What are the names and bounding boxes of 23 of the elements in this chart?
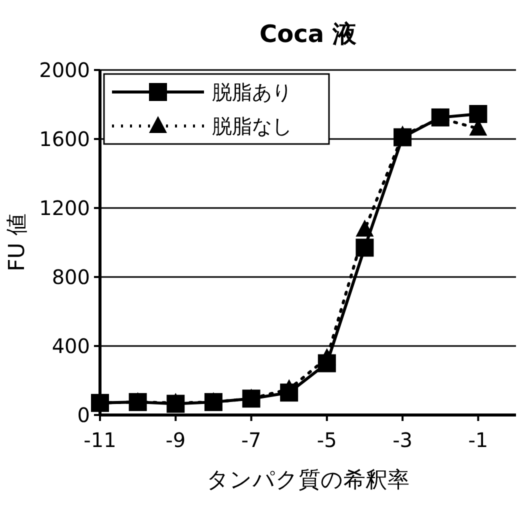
y-axis-title: FU 値 xyxy=(5,214,30,272)
chart-title: Coca 液 xyxy=(260,20,358,48)
x-tick-label: -5 xyxy=(316,428,337,452)
y-tick-label: 2000 xyxy=(39,58,90,82)
x-tick-label: -1 xyxy=(468,428,488,452)
x-tick-label: -11 xyxy=(84,428,116,452)
y-tick-label: 400 xyxy=(52,334,90,358)
legend-label: 脱脂なし xyxy=(212,114,292,138)
x-axis-title: タンパク質の希釈率 xyxy=(206,468,410,493)
x-tick-label: -3 xyxy=(392,428,413,452)
y-tick-label: 0 xyxy=(77,403,90,427)
y-tick-label: 800 xyxy=(52,265,90,289)
point xyxy=(356,238,374,257)
point xyxy=(394,128,412,146)
point xyxy=(166,394,185,413)
legend-label: 脱脂あり xyxy=(212,80,292,104)
x-tick-label: -9 xyxy=(166,428,186,452)
y-tick-label: 1600 xyxy=(39,127,90,151)
x-tick-label: -7 xyxy=(241,428,262,452)
point xyxy=(280,384,298,402)
y-tick-label: 1200 xyxy=(39,196,90,220)
point xyxy=(318,354,336,372)
point xyxy=(469,104,488,123)
